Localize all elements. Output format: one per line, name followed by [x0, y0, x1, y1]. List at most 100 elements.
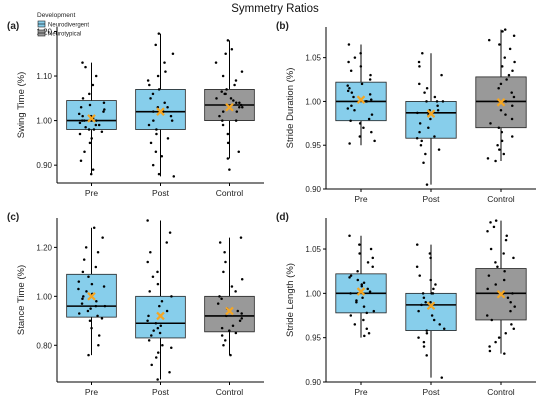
data-point	[352, 95, 355, 99]
data-point	[370, 113, 374, 116]
data-point	[224, 339, 227, 342]
data-point	[509, 300, 512, 304]
data-point	[149, 251, 152, 254]
data-point	[358, 243, 361, 246]
mean-marker	[496, 98, 506, 107]
data-point	[507, 73, 511, 77]
data-point	[511, 69, 514, 73]
data-point	[440, 376, 444, 379]
data-point	[360, 82, 364, 86]
data-point	[102, 110, 105, 113]
data-point	[434, 283, 437, 286]
data-point	[87, 275, 90, 278]
mean-marker	[156, 311, 165, 321]
y-axis-label: Stride Duration (%)	[285, 68, 296, 149]
data-point	[90, 137, 93, 140]
data-point	[513, 305, 516, 308]
data-point	[368, 93, 372, 96]
data-point	[348, 234, 351, 237]
data-point	[102, 285, 106, 288]
legend-label: Neurotypical	[48, 32, 81, 38]
data-point	[80, 302, 84, 305]
data-point	[362, 318, 365, 322]
data-point	[168, 231, 172, 234]
data-point	[233, 83, 236, 87]
data-point	[373, 139, 376, 143]
data-point	[432, 318, 436, 322]
box-control	[204, 39, 255, 171]
panel-label: (c)	[7, 212, 19, 223]
y-axis-label: Swing Time (%)	[16, 72, 27, 139]
data-point	[88, 319, 92, 323]
data-point	[214, 61, 218, 64]
data-point	[370, 130, 373, 134]
data-point	[422, 345, 426, 348]
data-point	[82, 295, 85, 298]
data-point	[365, 311, 369, 315]
data-point	[508, 47, 512, 51]
data-point	[433, 95, 437, 99]
data-point	[504, 331, 507, 335]
data-point	[240, 70, 244, 73]
data-point	[512, 34, 516, 38]
data-point	[359, 65, 363, 68]
data-point	[429, 278, 433, 282]
x-tick-label: Pre	[85, 387, 99, 397]
data-point	[225, 314, 228, 318]
panel-label: (a)	[7, 21, 19, 32]
y-tick-label: 0.90	[36, 161, 52, 170]
data-point	[433, 135, 436, 138]
data-point	[220, 90, 223, 93]
data-point	[368, 290, 372, 293]
data-point	[218, 295, 221, 298]
data-point	[85, 290, 88, 293]
data-point	[367, 331, 371, 335]
data-point	[221, 74, 225, 78]
data-point	[503, 56, 506, 59]
data-point	[84, 65, 87, 69]
data-point	[440, 73, 443, 77]
data-point	[441, 100, 445, 103]
data-point	[81, 61, 84, 64]
data-point	[95, 299, 98, 303]
data-point	[86, 309, 90, 313]
figure-title: Symmetry Ratios	[231, 3, 319, 15]
data-point	[152, 119, 155, 122]
data-point	[170, 346, 173, 349]
data-point	[499, 108, 503, 112]
data-point	[91, 168, 95, 171]
data-point	[216, 302, 220, 305]
data-point	[154, 150, 158, 154]
data-point	[355, 300, 358, 304]
data-point	[90, 326, 93, 330]
data-point	[510, 117, 514, 121]
data-point	[346, 84, 349, 87]
data-point	[425, 331, 429, 335]
panel-label: (b)	[276, 21, 289, 32]
x-tick-label: Control	[216, 188, 244, 198]
y-tick-label: 1.05	[305, 54, 321, 63]
data-point	[489, 221, 492, 224]
data-point	[156, 74, 160, 78]
data-point	[226, 39, 230, 42]
data-point	[347, 43, 351, 46]
data-point	[436, 104, 439, 108]
data-point	[166, 137, 170, 140]
data-point	[155, 132, 158, 136]
y-tick-label: 0.95	[305, 141, 321, 150]
data-point	[226, 141, 230, 145]
y-axis-label: Stance Time (%)	[16, 265, 27, 335]
data-point	[505, 78, 508, 81]
data-point	[355, 299, 358, 302]
data-point	[83, 150, 86, 154]
data-point	[228, 168, 231, 171]
data-point	[512, 256, 515, 260]
box-pre	[66, 226, 117, 357]
data-point	[224, 92, 227, 96]
data-point	[353, 56, 357, 59]
data-point	[215, 97, 218, 100]
data-point	[94, 265, 98, 269]
data-point	[437, 148, 441, 151]
data-point	[506, 296, 510, 300]
data-point	[220, 297, 223, 301]
